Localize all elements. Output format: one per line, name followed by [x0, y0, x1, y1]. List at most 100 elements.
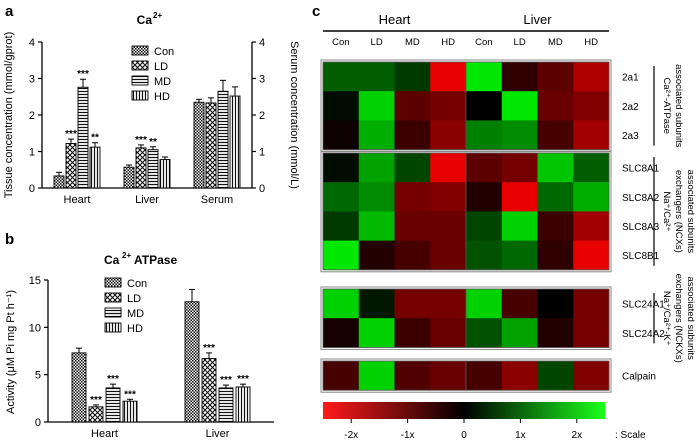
bar [235, 386, 251, 423]
heatmap-cell [501, 62, 538, 92]
row-label: SLC8A1 [622, 164, 660, 175]
heatmap-cell [573, 318, 610, 348]
legend-label: HD [154, 91, 170, 103]
group-label: Na⁺/Ca²⁺ [661, 191, 672, 231]
legend-label: LD [154, 61, 168, 73]
y-tick-label: 0 [29, 183, 35, 195]
legend-swatch [104, 292, 122, 303]
heatmap-cell [358, 91, 395, 121]
heatmap-cell [394, 62, 431, 92]
chart-title-rest: ATPase [134, 253, 177, 267]
heatmap-cell [466, 62, 503, 92]
bar [159, 159, 171, 189]
legend-label: HD [127, 323, 143, 335]
column-label: HD [441, 37, 455, 48]
group-label: associated subunits [685, 170, 696, 254]
heatmap-cell [394, 153, 431, 183]
heatmap-cell [466, 240, 503, 271]
heatmap-cell [323, 211, 360, 241]
significance-label: *** [135, 135, 147, 146]
bar [205, 102, 217, 189]
heatmap-cell [501, 240, 538, 271]
group-label: associated subunits [685, 276, 696, 360]
legend-label: MD [127, 308, 144, 320]
y-tick-label: 15 [29, 275, 41, 287]
legend-swatch [131, 75, 149, 86]
heatmap-cell [573, 289, 610, 319]
row-label: SLC24A2 [622, 329, 665, 340]
row-label: SLC8A2 [622, 193, 660, 204]
heatmap-cell [430, 211, 467, 241]
heatmap-block-frame [465, 152, 610, 271]
legend-label: MD [154, 76, 171, 88]
bar [89, 146, 101, 189]
row-label: SLC8B1 [622, 251, 660, 262]
heatmap-cell [573, 361, 610, 391]
legend-swatch [131, 45, 149, 56]
heatmap-block-frame [465, 360, 610, 391]
heatmap-cell [501, 318, 538, 348]
y-tick-label: 2 [29, 110, 35, 122]
heatmap-cell [501, 182, 538, 212]
heatmap-cell [466, 318, 503, 348]
heatmap-cell [394, 91, 431, 121]
legend-label: Con [127, 278, 147, 290]
significance-label: *** [77, 69, 89, 80]
significance-label: ** [91, 133, 99, 144]
chart-title-superscript: 2+ [153, 11, 162, 20]
scale-tick-label: 0 [461, 430, 467, 441]
heatmap-block-frame [465, 61, 610, 150]
heatmap-cell [573, 211, 610, 241]
y-tick-label-right: 2 [259, 110, 265, 122]
heatmap-cell [430, 289, 467, 319]
heatmap-cell [430, 91, 467, 121]
bar [122, 400, 138, 423]
scale-label: : Scale [615, 430, 646, 441]
bar [217, 90, 229, 189]
chart-title-superscript: 2+ [122, 251, 131, 260]
bar [201, 358, 217, 423]
heatmap-cell [394, 182, 431, 212]
panel-letter-c: c [312, 3, 320, 20]
heatmap-cell [573, 182, 610, 212]
heatmap-cell [358, 120, 395, 150]
heatmap-cell [323, 318, 360, 348]
heatmap-cell [430, 318, 467, 348]
heatmap-cell [323, 361, 360, 391]
heatmap-cell [466, 91, 503, 121]
heatmap-cell [430, 62, 467, 92]
group-label: Ca²⁺-ATPase [661, 78, 672, 135]
scale-tick-label: -2x [344, 430, 358, 441]
bar [123, 166, 135, 189]
heatmap-cell [501, 91, 538, 121]
heatmap-cell [358, 240, 395, 271]
heatmap-cell [466, 120, 503, 150]
heatmap-cell [573, 120, 610, 150]
y-tick-label: 1 [29, 147, 35, 159]
bar [105, 387, 121, 423]
heatmap-cell [394, 289, 431, 319]
x-tick-label: Liver [206, 428, 230, 440]
heatmap-cell [430, 240, 467, 271]
y-tick-label: 4 [29, 37, 35, 49]
panel-letter-a: a [5, 3, 14, 20]
significance-label: *** [65, 129, 77, 140]
row-label: 2a3 [622, 131, 639, 142]
column-label: MD [548, 37, 563, 48]
bar [218, 387, 234, 423]
heatmap-cell [358, 361, 395, 391]
scale-tick-label: 2x [572, 430, 583, 441]
heatmap-cell [537, 120, 574, 150]
scale-tick-label: 1x [515, 430, 526, 441]
bar [77, 86, 89, 189]
heatmap-cell [466, 289, 503, 319]
y-tick-label: 3 [29, 74, 35, 86]
significance-label: ** [149, 137, 157, 148]
bar [193, 101, 205, 189]
heatmap-cell [466, 361, 503, 391]
legend-label: LD [127, 293, 141, 305]
heatmap-cell [501, 361, 538, 391]
bar [88, 406, 104, 423]
legend-swatch [131, 90, 149, 101]
x-tick-label: Heart [91, 428, 118, 440]
